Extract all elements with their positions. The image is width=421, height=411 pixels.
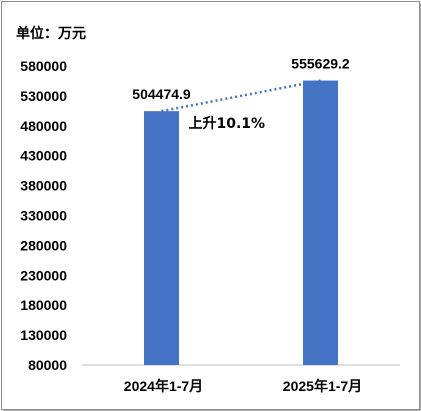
bar-1 bbox=[144, 111, 179, 366]
y-tick-label: 330000 bbox=[20, 208, 67, 224]
trend-line bbox=[161, 79, 321, 113]
y-tick-label: 580000 bbox=[20, 58, 67, 74]
bars bbox=[144, 80, 338, 366]
y-tick-label: 430000 bbox=[20, 148, 67, 164]
data-label-2: 555629.2 bbox=[291, 56, 350, 72]
y-tick-label: 130000 bbox=[20, 327, 67, 343]
y-tick-label: 80000 bbox=[28, 357, 67, 373]
x-axis-categories: 2024年1-7月 2025年1-7月 bbox=[124, 378, 362, 394]
y-tick-label: 280000 bbox=[20, 237, 67, 253]
growth-annotation: 上升10.1% bbox=[189, 115, 266, 132]
data-labels: 504474.9 555629.2 bbox=[132, 56, 350, 103]
unit-label: 单位：万元 bbox=[16, 25, 86, 42]
x-category-label: 2024年1-7月 bbox=[124, 378, 203, 394]
y-axis-ticks: 80000 130000 180000 230000 280000 330000 38000… bbox=[20, 58, 67, 373]
y-tick-label: 180000 bbox=[20, 297, 67, 313]
y-tick-label: 480000 bbox=[20, 118, 67, 134]
y-tick-label: 380000 bbox=[20, 178, 67, 194]
bar-2 bbox=[303, 80, 338, 366]
y-tick-label: 230000 bbox=[20, 267, 67, 283]
y-tick-label: 530000 bbox=[20, 88, 67, 104]
data-label-1: 504474.9 bbox=[132, 86, 191, 102]
x-category-label: 2025年1-7月 bbox=[283, 378, 362, 394]
